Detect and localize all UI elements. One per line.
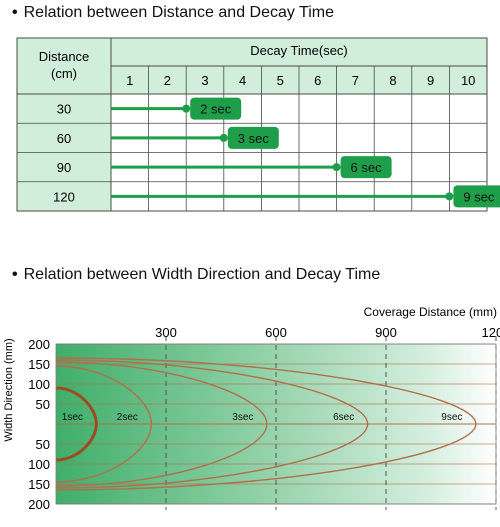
time-column-header: 6 bbox=[314, 73, 321, 88]
y-tick-label: 100 bbox=[28, 457, 50, 472]
y-tick-label: 200 bbox=[28, 497, 50, 512]
time-column-header: 10 bbox=[461, 73, 475, 88]
time-column-header: 5 bbox=[277, 73, 284, 88]
y-tick-label: 100 bbox=[28, 377, 50, 392]
decay-bar-end-dot bbox=[445, 192, 454, 201]
x-axis-title: Coverage Distance (mm) bbox=[364, 305, 497, 319]
time-column-header: 3 bbox=[201, 73, 208, 88]
decay-label-bg bbox=[340, 156, 392, 179]
decay-label: 6 sec bbox=[351, 160, 383, 175]
decay-bar-end-dot bbox=[219, 133, 228, 142]
curve-label: 2sec bbox=[117, 412, 138, 423]
bullet-icon: • bbox=[12, 4, 18, 21]
coverage-curve bbox=[55, 386, 98, 462]
y-tick-label: 50 bbox=[36, 437, 50, 452]
decay-label: 9 sec bbox=[463, 189, 495, 204]
time-column-header: 9 bbox=[427, 73, 434, 88]
plot-frame bbox=[55, 343, 497, 505]
y-tick-label: 50 bbox=[36, 397, 50, 412]
table-border bbox=[16, 37, 488, 212]
distance-cell: 120 bbox=[53, 189, 75, 204]
decay-bar-end-dot bbox=[332, 163, 341, 172]
decay-label: 3 sec bbox=[238, 131, 270, 146]
coverage-curve bbox=[55, 359, 369, 489]
x-tick-label: 900 bbox=[375, 325, 397, 340]
time-column-header: 2 bbox=[164, 73, 171, 88]
section-title-width: • Relation between Width Direction and De… bbox=[12, 266, 380, 284]
coverage-curve bbox=[55, 365, 153, 483]
y-axis-title: Width Direction (mm) bbox=[3, 338, 15, 441]
distance-cell: 90 bbox=[57, 160, 71, 175]
y-tick-label: 150 bbox=[28, 357, 50, 372]
time-column-header: 1 bbox=[126, 73, 133, 88]
curve-label: 9sec bbox=[441, 412, 462, 423]
curve-label: 3sec bbox=[232, 412, 253, 423]
curve-label: 6sec bbox=[333, 412, 354, 423]
section-title-distance: • Relation between Distance and Decay Tim… bbox=[12, 4, 334, 22]
coverage-curve bbox=[55, 357, 477, 491]
distance-header: Distance bbox=[39, 49, 90, 64]
distance-decay-table: Distance (cm) Decay Time(sec) 1 2 3 4 5 6 7 8 9 1… bbox=[16, 37, 500, 212]
distance-cell: 60 bbox=[57, 131, 71, 146]
decay-label-bg bbox=[227, 126, 279, 149]
coverage-curve bbox=[55, 361, 268, 487]
time-column-header: 4 bbox=[239, 73, 246, 88]
bullet-icon: • bbox=[12, 266, 18, 283]
curve-label: 1sec bbox=[62, 412, 83, 423]
x-tick-label: 600 bbox=[265, 325, 287, 340]
x-tick-label: 1200 bbox=[482, 325, 500, 340]
decay-bar-end-dot bbox=[182, 104, 191, 113]
section-title-text: Relation between Distance and Decay Time bbox=[23, 4, 334, 21]
y-tick-label: 200 bbox=[28, 337, 50, 352]
distance-cell: 30 bbox=[57, 102, 71, 117]
time-column-header: 7 bbox=[352, 73, 359, 88]
decay-header: Decay Time(sec) bbox=[250, 43, 348, 58]
x-tick-label: 300 bbox=[155, 325, 177, 340]
section-title-text: Relation between Width Direction and Dec… bbox=[23, 266, 381, 283]
distance-unit: (cm) bbox=[51, 66, 77, 81]
decay-label-bg bbox=[453, 185, 500, 208]
time-column-header: 8 bbox=[389, 73, 396, 88]
decay-label-bg bbox=[190, 97, 242, 120]
decay-label: 2 sec bbox=[200, 102, 232, 117]
y-tick-label: 150 bbox=[28, 477, 50, 492]
